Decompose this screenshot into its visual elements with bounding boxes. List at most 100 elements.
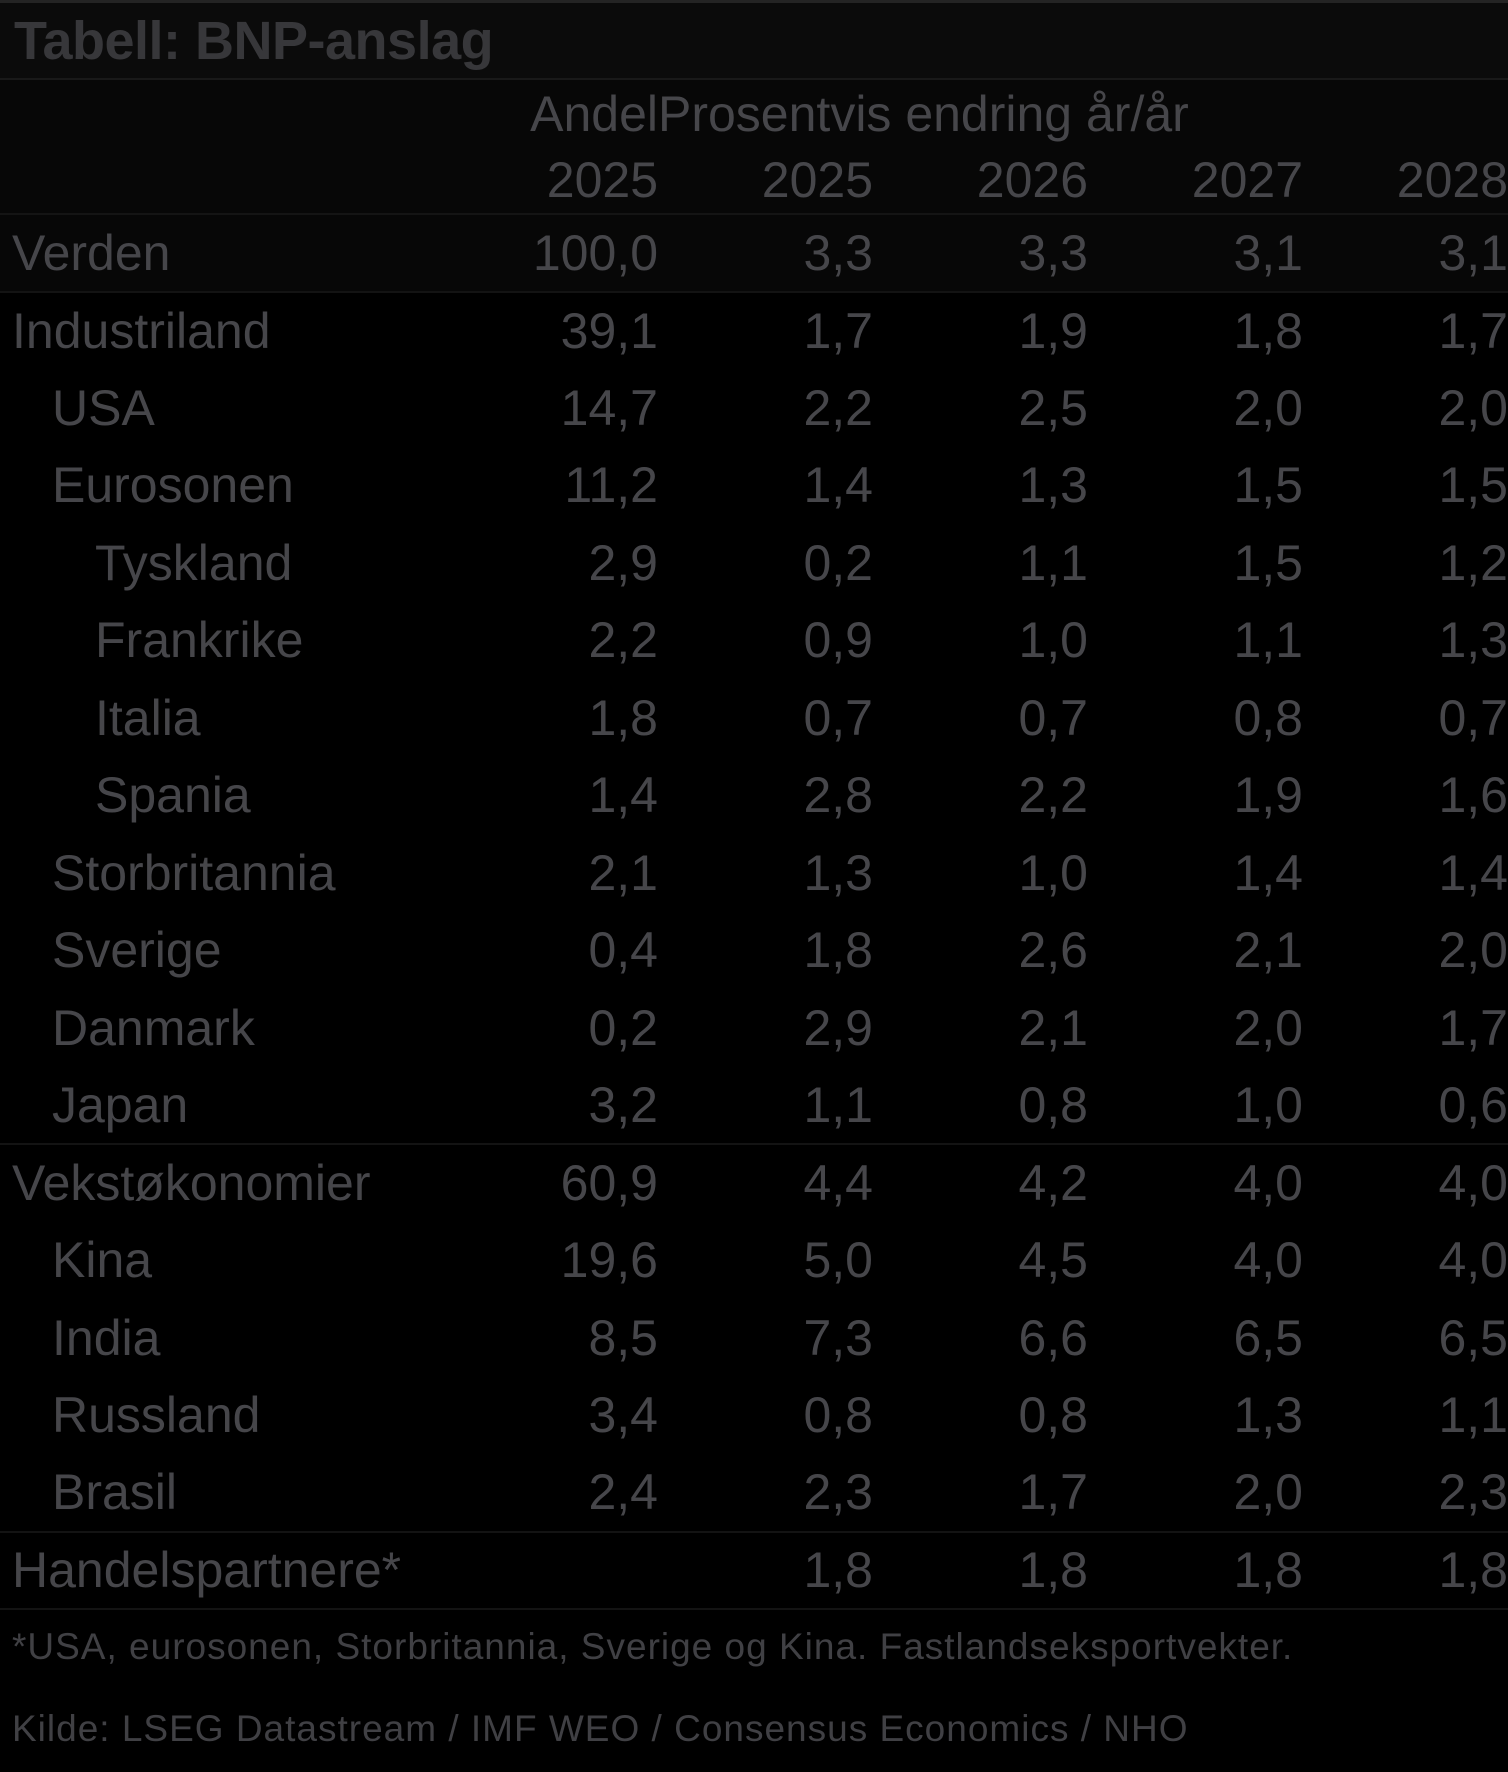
cell-value: 0,7	[1018, 689, 1088, 746]
cell-value: 2,0	[1233, 1464, 1303, 1521]
source-line: Kilde: LSEG Datastream / IMF WEO / Conse…	[12, 1708, 1189, 1749]
cell-value: 1,1	[803, 1076, 873, 1133]
cell-value: 11,2	[564, 457, 658, 514]
cell-value: 5,0	[803, 1232, 873, 1289]
cell-value: 1,6	[1438, 767, 1508, 824]
cell-value: 6,5	[1233, 1309, 1303, 1366]
row-label: Japan	[52, 1076, 189, 1133]
cell-value: 0,7	[1438, 689, 1508, 746]
table-row: Storbritannia 2,1 1,3 1,0 1,4 1,4	[0, 834, 1508, 912]
table-row: Vekstøkonomier 60,9 4,4 4,2 4,0 4,0	[0, 1144, 1508, 1222]
change-group-header: Prosentvis endring år/år	[658, 85, 1189, 142]
cell-value: 1,1	[1233, 612, 1303, 669]
row-label: Sverige	[52, 922, 222, 979]
cell-value: 4,0	[1233, 1155, 1303, 1212]
cell-value: 2,6	[1018, 922, 1088, 979]
year-header-2028: 2028	[1396, 152, 1508, 208]
cell-value: 1,4	[803, 457, 873, 514]
cell-value: 0,8	[1233, 689, 1303, 746]
cell-value: 3,1	[1438, 224, 1508, 281]
cell-value: 1,7	[1438, 999, 1508, 1056]
gdp-table: Andel Prosentvis endring år/år 2025 2025…	[0, 80, 1508, 1610]
cell-value: 2,0	[1438, 922, 1508, 979]
cell-value: 1,8	[1233, 302, 1303, 359]
cell-value: 1,8	[1233, 1542, 1303, 1599]
row-label: India	[52, 1309, 161, 1366]
cell-value: 1,7	[1018, 1464, 1088, 1521]
row-label: Frankrike	[95, 612, 304, 669]
cell-value: 1,3	[1018, 457, 1088, 514]
cell-value: 1,7	[1438, 302, 1508, 359]
cell-value: 8,5	[588, 1309, 658, 1366]
cell-value: 1,1	[1018, 534, 1088, 591]
cell-value: 1,7	[803, 302, 873, 359]
row-label: Spania	[95, 767, 251, 824]
andel-group-header: Andel	[530, 85, 658, 142]
group-header-row: Andel Prosentvis endring år/år	[0, 80, 1508, 147]
table-row: Japan 3,2 1,1 0,8 1,0 0,6	[0, 1067, 1508, 1144]
cell-value: 4,0	[1233, 1232, 1303, 1289]
year-header-2027: 2027	[1191, 152, 1303, 208]
cell-value: 1,0	[1018, 844, 1088, 901]
cell-value: 2,3	[1438, 1464, 1508, 1521]
year-header-2025: 2025	[761, 152, 873, 208]
cell-value: 1,0	[1018, 612, 1088, 669]
cell-value: 1,1	[1438, 1387, 1508, 1444]
cell-value: 2,2	[588, 612, 658, 669]
cell-value: 1,8	[588, 689, 658, 746]
cell-value: 1,9	[1018, 302, 1088, 359]
cell-value: 0,9	[803, 612, 873, 669]
table-row: Sverige 0,4 1,8 2,6 2,1 2,0	[0, 912, 1508, 990]
cell-value: 4,5	[1018, 1232, 1088, 1289]
cell-value: 2,9	[588, 534, 658, 591]
title-bar: Tabell: BNP-anslag	[0, 0, 1508, 80]
cell-value: 2,2	[1018, 767, 1088, 824]
cell-value: 1,5	[1233, 457, 1303, 514]
cell-value: 3,4	[588, 1387, 658, 1444]
cell-value: 1,8	[1018, 1542, 1088, 1599]
cell-value: 4,0	[1438, 1155, 1508, 1212]
table-row: Verden 100,0 3,3 3,3 3,1 3,1	[0, 214, 1508, 292]
footnotes: *USA, eurosonen, Storbritannia, Sverige …	[0, 1626, 1508, 1750]
cell-value	[400, 1532, 658, 1610]
cell-value: 60,9	[560, 1155, 658, 1212]
cell-value: 1,9	[1233, 767, 1303, 824]
row-label: Storbritannia	[52, 844, 336, 901]
cell-value: 2,8	[803, 767, 873, 824]
cell-value: 4,0	[1438, 1232, 1508, 1289]
row-label: Eurosonen	[52, 457, 294, 514]
cell-value: 0,2	[803, 534, 873, 591]
row-label: Brasil	[52, 1464, 178, 1521]
row-label: Kina	[52, 1232, 153, 1289]
cell-value: 2,1	[588, 844, 658, 901]
page-title: Tabell: BNP-anslag	[14, 10, 494, 71]
table-row: Spania 1,4 2,8 2,2 1,9 1,6	[0, 757, 1508, 835]
cell-value: 1,3	[803, 844, 873, 901]
empty-header-cell	[0, 80, 400, 147]
table-row: Danmark 0,2 2,9 2,1 2,0 1,7	[0, 989, 1508, 1067]
cell-value: 2,1	[1233, 922, 1303, 979]
cell-value: 3,3	[803, 224, 873, 281]
cell-value: 1,2	[1438, 534, 1508, 591]
cell-value: 3,1	[1233, 224, 1303, 281]
cell-value: 2,0	[1233, 999, 1303, 1056]
cell-value: 1,0	[1233, 1076, 1303, 1133]
table-row: Handelspartnere* 1,8 1,8 1,8 1,8	[0, 1532, 1508, 1610]
cell-value: 2,2	[803, 379, 873, 436]
cell-value: 2,5	[1018, 379, 1088, 436]
cell-value: 0,8	[803, 1387, 873, 1444]
table-body: Verden 100,0 3,3 3,3 3,1 3,1 Industriland 39,1 1…	[0, 214, 1508, 1609]
cell-value: 1,4	[588, 767, 658, 824]
row-label: Vekstøkonomier	[12, 1155, 371, 1212]
cell-value: 3,3	[1018, 224, 1088, 281]
cell-value: 1,8	[1438, 1542, 1508, 1599]
cell-value: 100,0	[532, 224, 658, 281]
table-row: Eurosonen 11,2 1,4 1,3 1,5 1,5	[0, 447, 1508, 525]
table-row: Kina 19,6 5,0 4,5 4,0 4,0	[0, 1222, 1508, 1300]
table-row: USA 14,7 2,2 2,5 2,0 2,0	[0, 369, 1508, 447]
cell-value: 0,2	[588, 999, 658, 1056]
cell-value: 1,8	[803, 922, 873, 979]
cell-value: 0,4	[588, 922, 658, 979]
cell-value: 4,4	[803, 1155, 873, 1212]
